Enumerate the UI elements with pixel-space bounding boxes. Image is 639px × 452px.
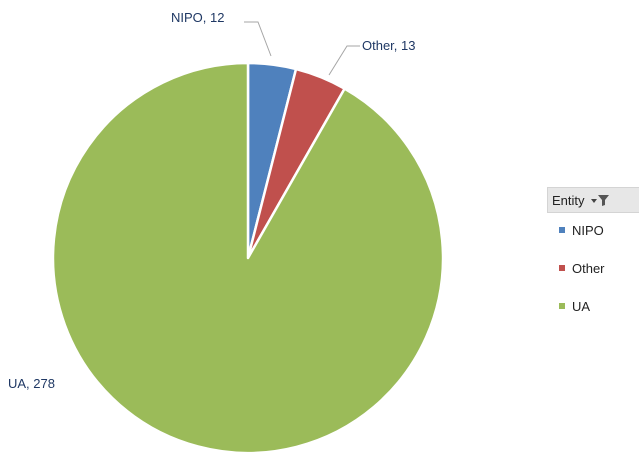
- legend-label: NIPO: [572, 222, 604, 238]
- legend-header[interactable]: Entity: [547, 187, 639, 213]
- legend-item-ua[interactable]: UA: [547, 297, 639, 315]
- legend-swatch-other: [559, 265, 565, 271]
- legend-items: NIPO Other UA: [547, 221, 639, 315]
- data-label-ua: UA, 278: [8, 376, 55, 391]
- legend-swatch-ua: [559, 303, 565, 309]
- legend-title: Entity: [552, 192, 585, 208]
- data-label-nipo: NIPO, 12: [171, 10, 224, 25]
- legend-label: UA: [572, 298, 591, 314]
- leader-line-nipo: [244, 21, 272, 57]
- legend-item-other[interactable]: Other: [547, 259, 639, 277]
- filter-dropdown-icon[interactable]: [590, 193, 610, 207]
- legend-label: Other: [572, 260, 605, 276]
- legend-swatch-nipo: [559, 227, 565, 233]
- data-label-other: Other, 13: [362, 38, 415, 53]
- legend-item-nipo[interactable]: NIPO: [547, 221, 639, 239]
- leader-line-other: [328, 45, 360, 76]
- legend: Entity NIPO Other UA: [547, 187, 639, 315]
- pie-slice-ua[interactable]: [51, 61, 445, 452]
